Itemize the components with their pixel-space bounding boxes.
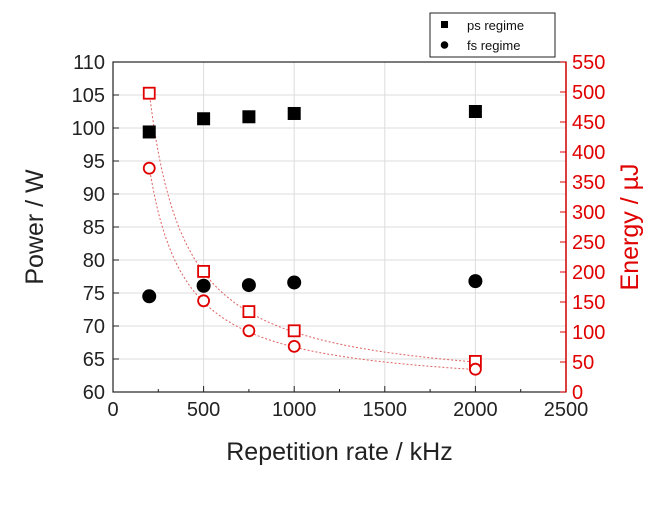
x-tick-label: 1500 xyxy=(363,399,408,421)
y2-tick-label: 200 xyxy=(572,262,605,284)
y2-tick-label: 350 xyxy=(572,172,605,194)
ps-power-point xyxy=(197,112,211,126)
fit-curve xyxy=(148,167,476,370)
fs-energy-point xyxy=(142,161,156,175)
y-tick-label: 90 xyxy=(83,184,105,206)
legend-label-ps: ps regime xyxy=(467,18,524,33)
x-tick-label: 2500 xyxy=(544,399,589,421)
y2-axis-title: Energy / µJ xyxy=(616,164,644,291)
y-tick-label: 65 xyxy=(83,349,105,371)
ps-energy-point xyxy=(197,264,211,278)
ps-power-point xyxy=(142,125,156,139)
y2-tick-label: 300 xyxy=(572,202,605,224)
y2-tick-label: 550 xyxy=(572,52,605,74)
ps-power-point xyxy=(468,105,482,118)
fs-power-point xyxy=(142,289,157,304)
y2-tick-label: 450 xyxy=(572,112,605,134)
legend-box xyxy=(429,12,556,58)
legend-label-fs: fs regime xyxy=(467,38,520,53)
fs-energy-point xyxy=(468,362,482,376)
legend-marker-circle xyxy=(440,41,449,49)
legend: ps regime fs regime xyxy=(429,12,556,58)
x-tick-label: 1000 xyxy=(272,399,317,421)
ticks: 0 500 1000 1500 2000 250060657075808590951001… xyxy=(72,52,606,421)
fit-curves xyxy=(148,92,476,370)
y-tick-label: 100 xyxy=(72,118,105,140)
ps-energy-point xyxy=(242,305,256,319)
y2-tick-label: 150 xyxy=(572,292,605,314)
fs-power-point xyxy=(287,275,302,290)
y2-tick-label: 50 xyxy=(572,352,594,374)
data-markers xyxy=(142,86,483,376)
x-tick-label: 0 xyxy=(107,399,118,421)
y-tick-label: 70 xyxy=(83,316,105,338)
y-tick-label: 95 xyxy=(83,151,105,173)
legend-marker-square xyxy=(441,21,448,28)
y-axis-title: Power / W xyxy=(21,169,49,285)
fs-power-point xyxy=(468,274,483,289)
y2-tick-label: 0 xyxy=(572,382,583,404)
y-tick-label: 105 xyxy=(72,85,105,107)
fs-energy-point xyxy=(287,339,301,353)
y-tick-label: 110 xyxy=(73,52,105,74)
ps-power-point xyxy=(287,106,301,120)
x-axis-title: Repetition rate / kHz xyxy=(226,438,453,466)
grid xyxy=(113,62,566,392)
fs-energy-point xyxy=(197,294,211,308)
y2-tick-label: 100 xyxy=(572,322,605,344)
y-tick-label: 85 xyxy=(83,217,105,239)
ps-power-point xyxy=(242,110,256,124)
ps-energy-point xyxy=(287,324,301,338)
y-tick-label: 60 xyxy=(83,382,105,404)
y-tick-label: 75 xyxy=(83,283,105,305)
y-tick-label: 80 xyxy=(83,250,105,272)
x-tick-label: 2000 xyxy=(453,399,498,421)
y2-tick-label: 500 xyxy=(572,82,605,104)
fs-power-point xyxy=(241,278,256,293)
ps-energy-point xyxy=(142,86,156,100)
fs-power-point xyxy=(196,278,211,293)
fs-energy-point xyxy=(242,324,256,338)
y2-tick-label: 250 xyxy=(572,232,605,254)
x-tick-label: 500 xyxy=(187,399,220,421)
y2-tick-label: 400 xyxy=(572,142,605,164)
